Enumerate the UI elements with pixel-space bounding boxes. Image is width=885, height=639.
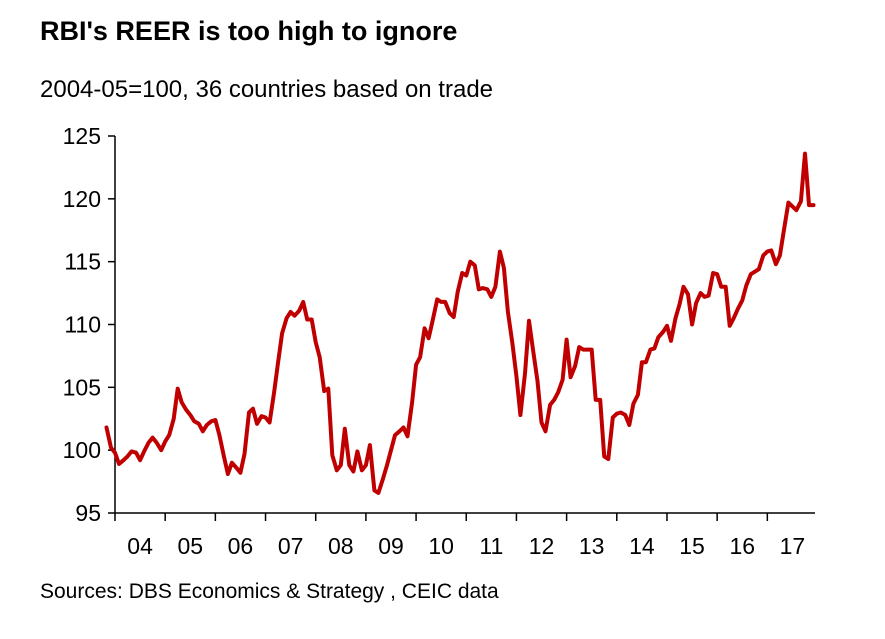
y-tick-label: 120: [63, 186, 101, 212]
chart-axes: [114, 136, 815, 514]
x-tick-label: 16: [729, 533, 755, 559]
y-tick-label: 105: [63, 374, 101, 400]
x-tick-label: 12: [529, 533, 555, 559]
x-tick-label: 17: [780, 533, 806, 559]
x-tick-label: 08: [328, 533, 354, 559]
y-tick-label: 125: [63, 123, 101, 149]
x-tick-label: 14: [629, 533, 655, 559]
y-tick-label: 110: [64, 312, 101, 338]
y-tick-label: 115: [64, 249, 101, 275]
x-tick-label: 07: [278, 533, 304, 559]
x-tick-label: 05: [177, 533, 203, 559]
y-tick-label: 100: [63, 437, 101, 463]
x-tick-label: 10: [428, 533, 454, 559]
series-line-reer: [104, 151, 816, 495]
y-tick-label: 95: [75, 500, 101, 526]
y-axis-ticks: 95 100 105 110 115 120 125: [63, 123, 115, 526]
x-tick-label: 15: [679, 533, 705, 559]
x-tick-label: 04: [127, 533, 153, 559]
chart-subtitle: 2004-05=100, 36 countries based on trade: [40, 76, 494, 103]
chart-series: [104, 151, 816, 495]
x-tick-label: 09: [378, 533, 404, 559]
source-note: Sources: DBS Economics & Strategy , CEIC…: [40, 580, 499, 603]
x-tick-label: 13: [579, 533, 605, 559]
x-axis-ticks: 04 05 06 07 08 09 10 11 12 13 14 15 16 17: [114, 513, 806, 559]
x-tick-label: 11: [479, 533, 503, 559]
x-tick-label: 06: [228, 533, 254, 559]
chart-title: RBI's REER is too high to ignore: [40, 16, 458, 46]
